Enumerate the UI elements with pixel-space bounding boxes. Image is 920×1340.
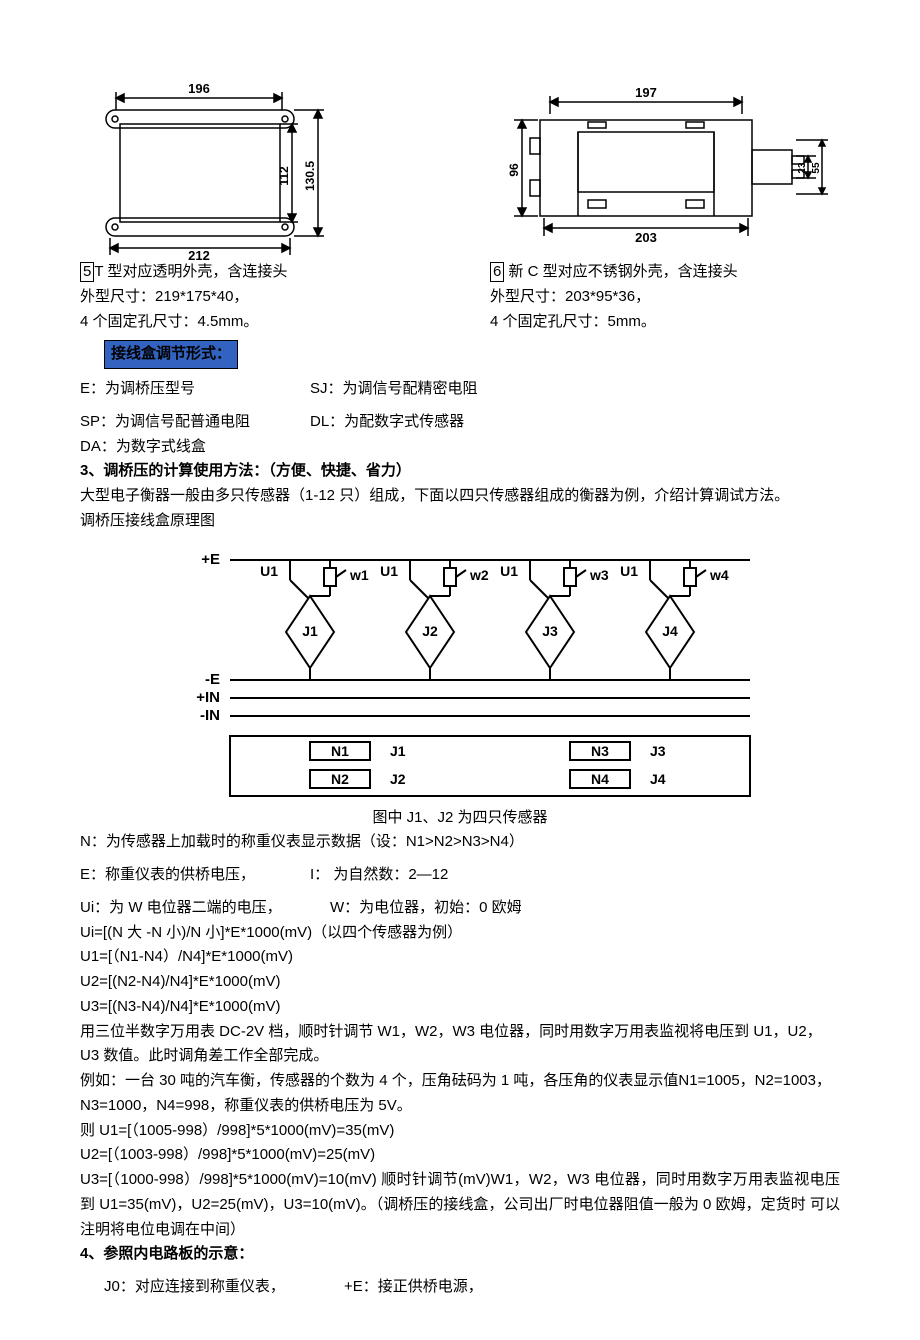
ex1: 则 U1=[（1005-998）/998]*5*1000(mV)=35(mV) xyxy=(80,1119,840,1144)
explain-e-row: E：称重仪表的供桥电压， I： 为自然数：2—12 xyxy=(80,863,840,888)
section3-p2: 调桥压接线盒原理图 xyxy=(80,509,840,534)
d6-caption-1: 6 新 C 型对应不锈钢外壳，含连接头 xyxy=(490,260,840,285)
d5-caption-3: 4 个固定孔尺寸：4.5mm。 xyxy=(80,310,430,335)
explain-ui-left: Ui：为 W 电位器二端的电压， xyxy=(80,896,330,921)
panel-j4: J4 xyxy=(650,771,666,787)
schematic-caption: 图中 J1、J2 为四只传感器 xyxy=(80,806,840,831)
formula3: U3=[(N3-N4)/N4]*E*1000(mV) xyxy=(80,995,840,1020)
explain-ui-row: Ui：为 W 电位器二端的电压， W：为电位器，初始：0 欧姆 xyxy=(80,896,840,921)
explain-ui-right: W：为电位器，初始：0 欧姆 xyxy=(330,896,840,921)
drawings-row: 196 212 112 130.5 5T 型对应透明外壳，含连接头 外型尺寸：2… xyxy=(80,80,840,334)
section3-p1: 大型电子衡器一般由多只传感器（1-12 只）组成，下面以四只传感器组成的衡器为例… xyxy=(80,484,840,509)
schematic-wrap: +E -E +IN -IN U1 w1 J1 xyxy=(80,540,840,800)
d5-outer-h: 130.5 xyxy=(303,161,317,191)
formula0: Ui=[(N 大 -N 小)/N 小]*E*1000(mV)（以四个传感器为例） xyxy=(80,921,840,946)
panel-n4: N4 xyxy=(591,771,609,787)
ex3: U3=[（1000-998）/998]*5*1000(mV)=10(mV) 顺时… xyxy=(80,1168,840,1242)
d5-top-dim: 196 xyxy=(188,81,210,96)
d6-left-h: 96 xyxy=(507,163,521,177)
panel-n3: N3 xyxy=(591,743,609,759)
defs-row-1: E：为调桥压型号 SJ：为调信号配精密电阻 xyxy=(80,377,840,402)
formula2: U2=[(N2-N4)/N4]*E*1000(mV) xyxy=(80,970,840,995)
explain-e-right: I： 为自然数：2—12 xyxy=(310,863,840,888)
formula1: U1=[（N1-N4）/N4]*E*1000(mV) xyxy=(80,945,840,970)
rail-nin: -IN xyxy=(200,707,220,724)
rail-pin: +IN xyxy=(196,689,220,706)
ch1-j: J1 xyxy=(302,623,318,639)
section3-title: 3、调桥压的计算使用方法：（方便、快捷、省力） xyxy=(80,459,840,484)
rail-pe: +E xyxy=(201,551,220,568)
ch4-j: J4 xyxy=(662,623,678,639)
d5-caption-2: 外型尺寸：219*175*40， xyxy=(80,285,430,310)
def-sp: SP：为调信号配普通电阻 xyxy=(80,410,310,435)
drawing-5-svg: 196 212 112 130.5 xyxy=(80,80,350,260)
panel-j2: J2 xyxy=(390,771,406,787)
adjust-form-label: 接线盒调节形式： xyxy=(104,340,238,369)
ch2-j: J2 xyxy=(422,623,438,639)
explain-e-left: E：称重仪表的供桥电压， xyxy=(80,863,310,888)
def-da: DA：为数字式线盒 xyxy=(80,435,840,460)
example-intro: 例如：一台 30 吨的汽车衡，传感器的个数为 4 个，压角砝码为 1 吨，各压角… xyxy=(80,1069,840,1119)
section4-title: 4、参照内电路板的示意： xyxy=(80,1242,840,1267)
d5-caption-1: 5T 型对应透明外壳，含连接头 xyxy=(80,260,430,285)
ch2-w: w2 xyxy=(469,567,489,583)
d6-bottom-dim: 203 xyxy=(635,230,657,245)
d6-caption-3: 4 个固定孔尺寸：5mm。 xyxy=(490,310,840,335)
drawing-6-col: 197 203 96 23 55 6 新 C 型对应不锈钢外壳，含连接头 外型尺… xyxy=(490,80,840,334)
drawing-6-svg: 197 203 96 23 55 xyxy=(490,80,830,260)
d6-r1: 23 xyxy=(797,162,808,174)
s4-pe: +E：接正供桥电源， xyxy=(344,1275,483,1300)
rail-ne: -E xyxy=(205,671,220,688)
explain-n: N：为传感器上加载时的称重仪表显示数据（设：N1>N2>N3>N4） xyxy=(80,830,840,855)
section4-row: J0：对应连接到称重仪表， +E：接正供桥电源， xyxy=(104,1275,840,1300)
ch4-u: U1 xyxy=(620,563,638,579)
d6-r2: 55 xyxy=(811,162,822,174)
panel-j1: J1 xyxy=(390,743,406,759)
p-after-formulas: 用三位半数字万用表 DC-2V 档，顺时针调节 W1，W2，W3 电位器，同时用… xyxy=(80,1020,840,1070)
d5-bottom-dim: 212 xyxy=(188,248,210,260)
panel-n1: N1 xyxy=(331,743,349,759)
drawing-5-col: 196 212 112 130.5 5T 型对应透明外壳，含连接头 外型尺寸：2… xyxy=(80,80,430,334)
ex2: U2=[（1003-998）/998]*5*1000(mV)=25(mV) xyxy=(80,1143,840,1168)
d6-caption-2: 外型尺寸：203*95*36， xyxy=(490,285,840,310)
s4-j0: J0：对应连接到称重仪表， xyxy=(104,1275,344,1300)
d6-boxnum: 6 xyxy=(490,262,504,282)
ch4-w: w4 xyxy=(709,567,729,583)
d5-rest1: T 型对应透明外壳，含连接头 xyxy=(94,263,287,280)
d6-top-dim: 197 xyxy=(635,85,657,100)
d6-rest1: 新 C 型对应不锈钢外壳，含连接头 xyxy=(504,263,737,280)
d5-boxnum: 5 xyxy=(80,262,94,282)
def-sj: SJ：为调信号配精密电阻 xyxy=(310,377,840,402)
panel-j3: J3 xyxy=(650,743,666,759)
ch1-w: w1 xyxy=(349,567,369,583)
def-e: E：为调桥压型号 xyxy=(80,377,310,402)
adjust-form-row: 接线盒调节形式： xyxy=(80,340,840,369)
schematic-svg: +E -E +IN -IN U1 w1 J1 xyxy=(160,540,760,800)
panel-n2: N2 xyxy=(331,771,349,787)
d5-inner-h: 112 xyxy=(277,166,291,186)
ch3-j: J3 xyxy=(542,623,558,639)
def-dl: DL：为配数字式传感器 xyxy=(310,410,840,435)
ch2-u: U1 xyxy=(380,563,398,579)
ch3-w: w3 xyxy=(589,567,609,583)
ch3-u: U1 xyxy=(500,563,518,579)
defs-row-2: SP：为调信号配普通电阻 DL：为配数字式传感器 xyxy=(80,410,840,435)
ch1-u: U1 xyxy=(260,563,278,579)
